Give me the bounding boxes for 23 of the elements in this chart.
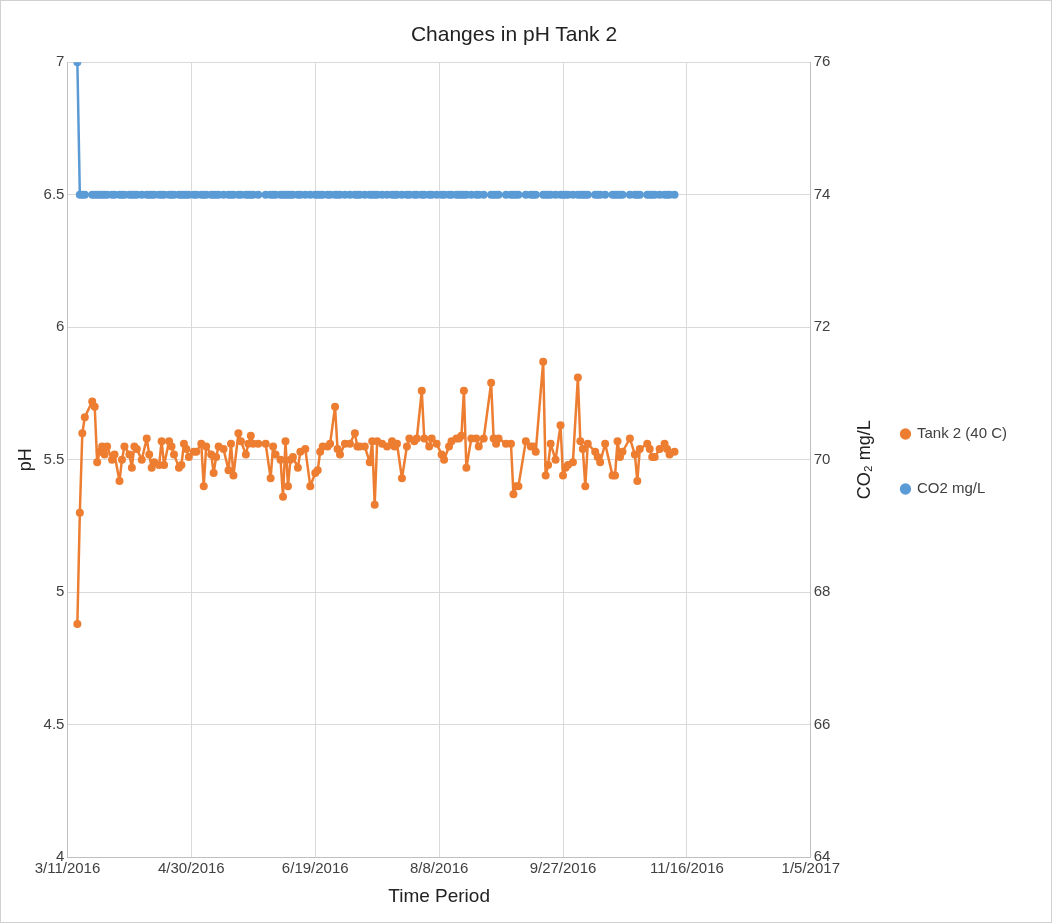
y2-tick-label: 76	[813, 52, 831, 70]
y-tick-label: 4.5	[43, 714, 65, 732]
x-tick-label: 9/27/2016	[529, 859, 597, 877]
y2-tick-label: 72	[813, 317, 831, 335]
y2-tick-label: 68	[813, 582, 831, 600]
y-tick-label: 6	[56, 317, 65, 335]
x-tick-label: 11/16/2016	[649, 859, 724, 877]
legend-label: Tank 2 (40 C)	[916, 424, 1008, 442]
chart-title: Changes in pH Tank 2	[410, 22, 618, 46]
legend-label: CO2 mg/L	[916, 479, 986, 497]
y2-tick-label: 74	[813, 184, 831, 202]
y-tick-label: 5.5	[43, 449, 65, 467]
y-axis-title: pH	[14, 448, 35, 472]
y-tick-label: 6.5	[43, 184, 65, 202]
y2-tick-label: 66	[813, 714, 831, 732]
x-tick-label: 6/19/2016	[281, 859, 349, 877]
x-tick-label: 4/30/2016	[157, 859, 225, 877]
x-axis-title: Time Period	[388, 884, 490, 906]
x-tick-label: 8/8/2016	[409, 859, 469, 877]
y-tick-label: 7	[56, 52, 65, 70]
y2-axis-title: CO₂ mg/L	[854, 420, 875, 500]
y2-tick-label: 70	[813, 449, 831, 467]
y-tick-label: 5	[56, 582, 65, 600]
